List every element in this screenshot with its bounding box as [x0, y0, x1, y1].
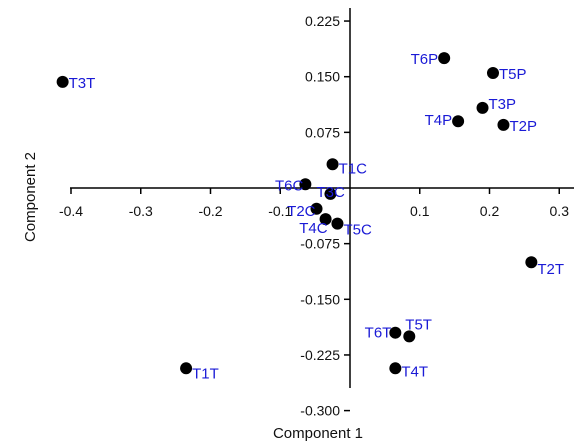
data-point-t3c	[324, 187, 337, 200]
data-point-t4c	[319, 213, 332, 226]
y-tick-label: -0.075	[300, 236, 340, 252]
data-point-t2p	[497, 118, 510, 131]
point-label-t5c: T5C	[343, 222, 372, 239]
point-labels: T1PT3TT6PT5PT3PT4PT2PT1CT6CT3CT2CT4CT5CT…	[69, 51, 564, 382]
data-point-t3t	[56, 75, 69, 88]
y-tick-label: -0.225	[300, 347, 340, 363]
y-ticks: 0.225 0.150 0.075 -0.075 -0.150 -0.225 -0.300	[300, 13, 350, 419]
y-axis-title: Component 2	[22, 152, 39, 242]
point-label-t1c: T1C	[339, 160, 368, 177]
x-ticks: -0.4 -0.3 -0.2 -0.1 0.1 0.2 0.3	[59, 188, 569, 219]
data-point-t5p	[486, 66, 499, 79]
point-label-t1t: T1T	[192, 365, 219, 382]
data-point-t6p	[438, 52, 451, 65]
data-point-t2c	[310, 202, 323, 215]
point-label-t6p: T6P	[411, 51, 439, 68]
data-point-t5t	[403, 330, 416, 343]
x-tick-label: -0.4	[59, 203, 83, 219]
point-label-t6c: T6C	[275, 177, 304, 194]
y-tick-label: -0.300	[300, 403, 340, 419]
y-tick-label: 0.075	[305, 124, 340, 140]
data-point-t4p	[452, 115, 465, 128]
y-tick-label: -0.150	[300, 291, 340, 307]
data-point-t6c	[299, 178, 312, 191]
point-label-t6t: T6T	[365, 325, 392, 342]
point-label-t4t: T4T	[401, 363, 428, 380]
x-tick-label: -0.2	[198, 203, 222, 219]
x-tick-label: 0.3	[550, 203, 570, 219]
data-point-t1c	[326, 158, 339, 171]
point-label-t5p: T5P	[499, 66, 527, 83]
data-point-t4t	[389, 362, 402, 375]
x-tick-label: 0.2	[480, 203, 500, 219]
x-axis-title: Component 1	[273, 425, 363, 442]
point-label-t5t: T5T	[405, 316, 432, 333]
data-point-t1t	[180, 362, 193, 375]
point-label-t3t: T3T	[69, 75, 96, 92]
data-point-t2t	[525, 256, 538, 269]
point-label-t2t: T2T	[537, 261, 564, 278]
point-label-t3c: T3C	[316, 184, 345, 201]
point-label-t4c: T4C	[299, 220, 328, 237]
y-tick-label: 0.150	[305, 69, 340, 85]
point-label-t2c: T2C	[287, 203, 316, 220]
y-tick-label: 0.225	[305, 13, 340, 29]
x-tick-label: 0.1	[410, 203, 430, 219]
x-tick-label: -0.1	[268, 203, 292, 219]
point-label-t3p: T3P	[489, 96, 517, 113]
point-label-t2p: T2P	[509, 118, 537, 135]
data-points	[56, 52, 538, 375]
x-tick-label: -0.3	[129, 203, 153, 219]
data-point-t3p	[476, 101, 489, 114]
point-label-t4p: T4P	[425, 112, 453, 129]
data-point-t5c	[331, 217, 344, 230]
data-point-t6t	[389, 326, 402, 339]
